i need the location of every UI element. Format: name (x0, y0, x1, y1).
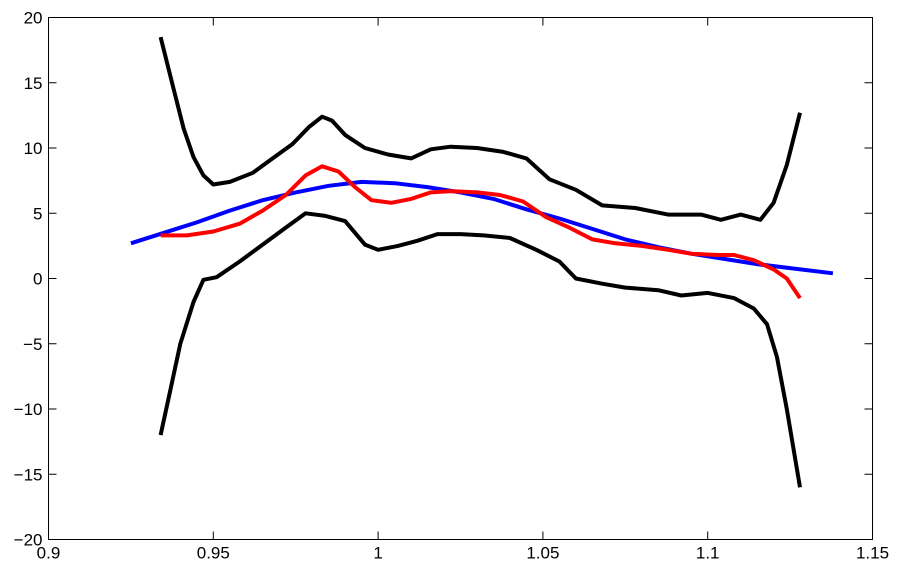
y-tick-label: −10 (14, 400, 43, 419)
y-tick-label: 15 (24, 74, 43, 93)
series-layer (130, 36, 834, 488)
y-tick-label: 5 (33, 204, 42, 223)
x-tick-label: 0.9 (37, 544, 61, 563)
y-tick-label: −5 (23, 335, 42, 354)
tick-layer (48, 17, 873, 540)
x-tick-label: 1 (373, 544, 382, 563)
y-tick-label: 0 (33, 270, 42, 289)
x-tick-label: 1.15 (856, 544, 889, 563)
x-tick-label: 1.05 (526, 544, 559, 563)
tick-label-layer: 0.9 0.95 1 1.05 1.1 1.15 20 15 10 5 0 −5 −10 −15 −20 (14, 9, 889, 563)
series-line-1 (130, 179, 834, 276)
x-tick-label: 0.95 (197, 544, 230, 563)
y-tick-label: 20 (24, 9, 43, 28)
x-tick-label: 1.1 (696, 544, 720, 563)
series-line-4 (158, 211, 802, 488)
series-line-2 (160, 164, 802, 300)
series-line-3 (158, 36, 802, 222)
y-tick-label: −20 (14, 531, 43, 550)
y-tick-label: 10 (24, 139, 43, 158)
y-tick-label: −15 (14, 465, 43, 484)
plot-frame (48, 17, 873, 540)
